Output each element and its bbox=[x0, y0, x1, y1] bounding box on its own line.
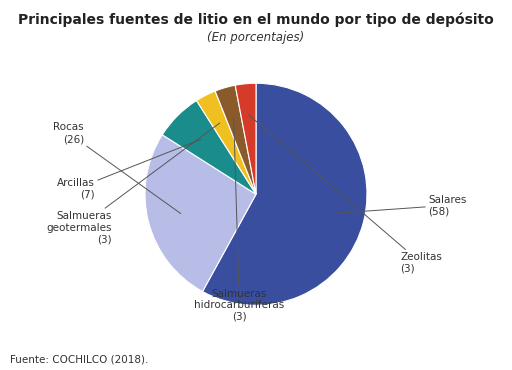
Wedge shape bbox=[203, 83, 367, 305]
Text: Arcillas
(7): Arcillas (7) bbox=[57, 139, 201, 199]
Text: Salares
(58): Salares (58) bbox=[331, 195, 466, 216]
Wedge shape bbox=[197, 91, 256, 194]
Text: Principales fuentes de litio en el mundo por tipo de depósito: Principales fuentes de litio en el mundo… bbox=[18, 13, 494, 27]
Text: Zeolitas
(3): Zeolitas (3) bbox=[248, 115, 442, 274]
Wedge shape bbox=[215, 85, 256, 194]
Text: (En porcentajes): (En porcentajes) bbox=[207, 31, 305, 44]
Wedge shape bbox=[145, 135, 256, 292]
Text: Rocas
(26): Rocas (26) bbox=[53, 122, 181, 213]
Text: Fuente: COCHILCO (2018).: Fuente: COCHILCO (2018). bbox=[10, 354, 148, 364]
Text: Salmueras
hidrocarburíferas
(3): Salmueras hidrocarburíferas (3) bbox=[194, 118, 285, 322]
Wedge shape bbox=[162, 101, 256, 194]
Text: Salmueras
geotermales
(3): Salmueras geotermales (3) bbox=[46, 123, 220, 244]
Wedge shape bbox=[235, 83, 256, 194]
